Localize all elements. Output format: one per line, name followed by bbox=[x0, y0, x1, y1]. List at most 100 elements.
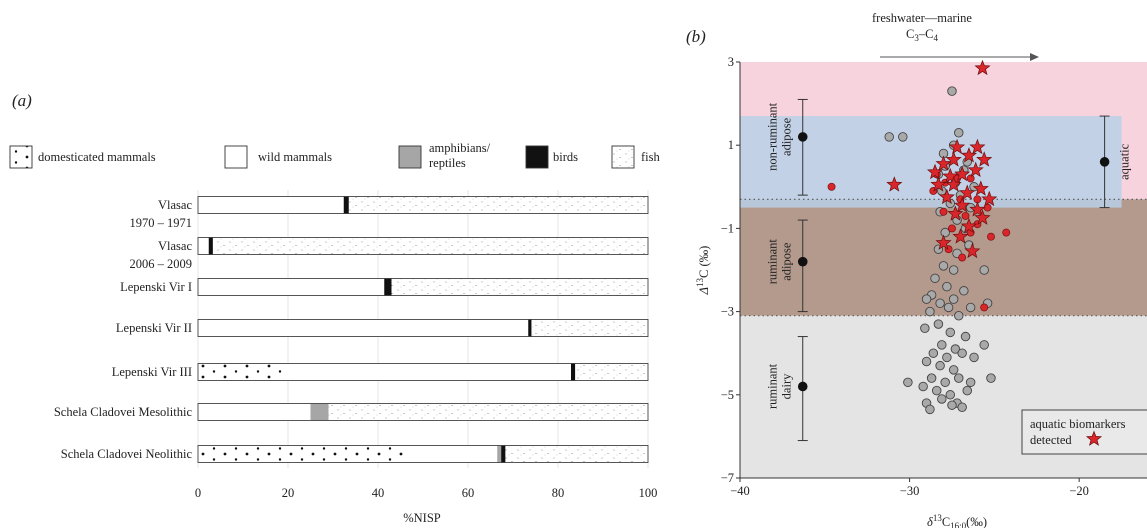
arrow-head bbox=[1030, 53, 1039, 61]
legend-item: birds bbox=[525, 145, 578, 169]
bar-segment bbox=[212, 237, 648, 255]
data-point-grey bbox=[948, 294, 959, 304]
data-point-red bbox=[961, 211, 970, 220]
data-point-grey bbox=[947, 400, 957, 410]
bar-outline bbox=[197, 445, 649, 463]
data-point-star bbox=[945, 176, 962, 192]
x-tick-label: 0 bbox=[195, 486, 201, 500]
data-point-star bbox=[945, 151, 962, 167]
data-point-star bbox=[942, 167, 959, 184]
data-point-star bbox=[886, 176, 903, 192]
data-point-star bbox=[960, 217, 978, 234]
bar-outline bbox=[197, 363, 649, 381]
bar-outline bbox=[197, 196, 649, 214]
bar-segment bbox=[198, 196, 345, 214]
y-tick-label: −3 bbox=[721, 305, 734, 319]
data-point-star bbox=[935, 234, 952, 250]
bar-segment bbox=[310, 403, 329, 421]
legend-label: reptiles bbox=[429, 156, 466, 170]
data-point-grey bbox=[962, 385, 972, 396]
reference-label: non-ruminant bbox=[766, 102, 780, 171]
data-point-grey bbox=[943, 302, 954, 313]
data-point-grey bbox=[898, 132, 908, 142]
y-axis-label-text: Δ13C (‰) bbox=[695, 246, 711, 296]
y-tick-label: −7 bbox=[721, 471, 734, 485]
y-tick-label: 3 bbox=[728, 55, 734, 69]
data-point-red bbox=[958, 253, 967, 262]
data-point-grey bbox=[960, 331, 971, 342]
category-label: 1970 – 1971 bbox=[130, 216, 193, 230]
bar-segment bbox=[575, 363, 648, 381]
data-point-grey bbox=[948, 365, 959, 375]
bar-segment bbox=[343, 196, 350, 214]
data-point-star bbox=[964, 242, 981, 259]
legend-label: wild mammals bbox=[258, 150, 332, 164]
category-label: Schela Cladovei Neolithic bbox=[61, 447, 193, 461]
x-tick-label: 20 bbox=[282, 486, 295, 500]
data-point-star bbox=[952, 228, 969, 244]
panel-b-x-ticks: −40 −30 −20 bbox=[730, 478, 1089, 498]
x-axis-label-text: δ13C16:0(‰) bbox=[927, 513, 987, 528]
bar-segment bbox=[208, 237, 214, 255]
legend-item: amphibians/reptiles bbox=[398, 141, 491, 170]
mean-marker bbox=[797, 381, 808, 392]
data-point-grey bbox=[942, 352, 952, 363]
bar-segment bbox=[198, 278, 385, 296]
panel-a-x-ticks: 0 20 40 60 80 100 bbox=[195, 486, 658, 500]
data-point-star bbox=[930, 176, 947, 192]
legend-label: fish bbox=[641, 150, 661, 164]
data-point-star bbox=[969, 138, 986, 155]
legend-item: domesticated mammals bbox=[9, 145, 156, 169]
mean-marker bbox=[1099, 157, 1110, 167]
data-point-grey bbox=[969, 352, 979, 363]
category-label: Lepenski Vir III bbox=[112, 365, 192, 379]
data-point-grey bbox=[921, 294, 932, 304]
category-label: Vlasac bbox=[158, 198, 192, 212]
category-label: Lepenski Vir II bbox=[116, 321, 192, 335]
data-point-red bbox=[1002, 228, 1011, 237]
data-point-grey bbox=[942, 281, 952, 292]
reference-label: adipose bbox=[780, 242, 794, 281]
data-point-grey bbox=[957, 348, 967, 358]
bar-segment bbox=[384, 278, 392, 296]
reference-range: non-ruminant adipose bbox=[766, 98, 808, 196]
bar-segment bbox=[198, 445, 405, 463]
data-point-grey bbox=[903, 377, 913, 388]
legend-swatch bbox=[525, 145, 549, 169]
category-label: Schela Cladovei Mesolithic bbox=[54, 405, 193, 419]
data-point-grey bbox=[940, 227, 950, 238]
data-point-grey bbox=[959, 286, 969, 296]
data-point-grey bbox=[938, 261, 949, 271]
data-point-star bbox=[969, 201, 986, 217]
mean-marker bbox=[797, 256, 808, 267]
data-point-grey bbox=[940, 377, 950, 388]
y-tick-label: 1 bbox=[728, 138, 734, 152]
category-label: 2006 – 2009 bbox=[130, 257, 193, 271]
panel-b-x-axis-label: δ13C16:0(‰) bbox=[927, 513, 987, 528]
data-point-red bbox=[980, 303, 989, 312]
x-tick-label: −40 bbox=[730, 484, 750, 498]
data-point-star bbox=[926, 163, 944, 180]
data-point-grey bbox=[965, 302, 976, 313]
data-point-grey bbox=[931, 385, 942, 396]
data-point-star bbox=[948, 138, 966, 155]
bar-segment bbox=[283, 363, 572, 381]
reference-label: ruminant bbox=[766, 239, 780, 285]
bar-outline bbox=[197, 237, 649, 255]
data-point-grey bbox=[884, 132, 894, 142]
bar-segment bbox=[528, 319, 532, 337]
y-tick-label: −5 bbox=[721, 388, 734, 402]
data-point-grey bbox=[930, 273, 940, 284]
panel-a-chart: (a) domesticated mammals wild mammals amph… bbox=[9, 91, 661, 525]
data-point-grey bbox=[937, 340, 947, 350]
data-point-grey bbox=[957, 402, 967, 413]
data-point-grey bbox=[965, 377, 976, 388]
x-tick-label: 60 bbox=[462, 486, 475, 500]
legend-label: amphibians/ bbox=[429, 141, 491, 155]
data-point-grey bbox=[945, 327, 956, 338]
data-point-grey bbox=[921, 356, 932, 367]
y-tick-label: −1 bbox=[721, 221, 734, 235]
bar-segment bbox=[348, 196, 648, 214]
